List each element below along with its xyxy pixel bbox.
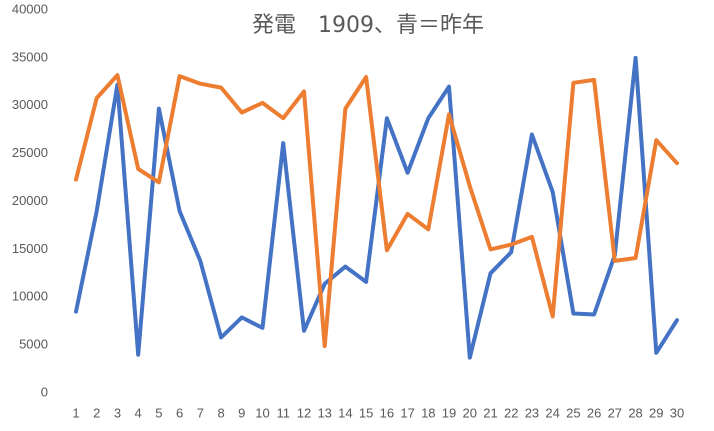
x-tick-label: 20 <box>463 405 477 420</box>
x-tick-label: 11 <box>276 405 290 420</box>
x-tick-label: 7 <box>197 405 204 420</box>
x-tick-label: 21 <box>483 405 497 420</box>
y-tick-label: 35000 <box>12 49 48 64</box>
x-tick-label: 5 <box>155 405 162 420</box>
x-tick-label: 19 <box>442 405 456 420</box>
x-tick-label: 12 <box>297 405 311 420</box>
x-tick-label: 10 <box>255 405 269 420</box>
x-tick-label: 24 <box>545 405 559 420</box>
y-tick-label: 25000 <box>12 145 48 160</box>
y-tick-label: 0 <box>41 384 48 399</box>
x-tick-label: 26 <box>587 405 601 420</box>
x-tick-label: 30 <box>670 405 684 420</box>
y-tick-label: 30000 <box>12 97 48 112</box>
series-line <box>74 55 679 360</box>
x-tick-label: 1 <box>72 405 79 420</box>
x-tick-label: 15 <box>359 405 373 420</box>
y-tick-label: 40000 <box>12 1 48 16</box>
series-line <box>74 73 679 349</box>
x-tick-label: 17 <box>400 405 414 420</box>
x-tick-label: 16 <box>380 405 394 420</box>
y-tick-label: 5000 <box>19 337 48 352</box>
chart-title: 発電 1909、青＝昨年 <box>252 13 484 38</box>
x-tick-label: 14 <box>338 405 352 420</box>
x-tick-label: 25 <box>566 405 580 420</box>
y-tick-label: 15000 <box>12 241 48 256</box>
x-tick-label: 4 <box>135 405 142 420</box>
x-tick-label: 2 <box>93 405 100 420</box>
x-tick-label: 18 <box>421 405 435 420</box>
x-tick-label: 8 <box>217 405 224 420</box>
x-tick-label: 3 <box>114 405 121 420</box>
y-tick-label: 10000 <box>12 289 48 304</box>
x-tick-label: 27 <box>608 405 622 420</box>
x-tick-label: 22 <box>504 405 518 420</box>
x-tick-label: 28 <box>628 405 642 420</box>
y-tick-label: 20000 <box>12 193 48 208</box>
x-tick-label: 13 <box>317 405 331 420</box>
x-tick-label: 6 <box>176 405 183 420</box>
x-tick-label: 29 <box>649 405 663 420</box>
x-tick-label: 23 <box>525 405 539 420</box>
x-tick-label: 9 <box>238 405 245 420</box>
